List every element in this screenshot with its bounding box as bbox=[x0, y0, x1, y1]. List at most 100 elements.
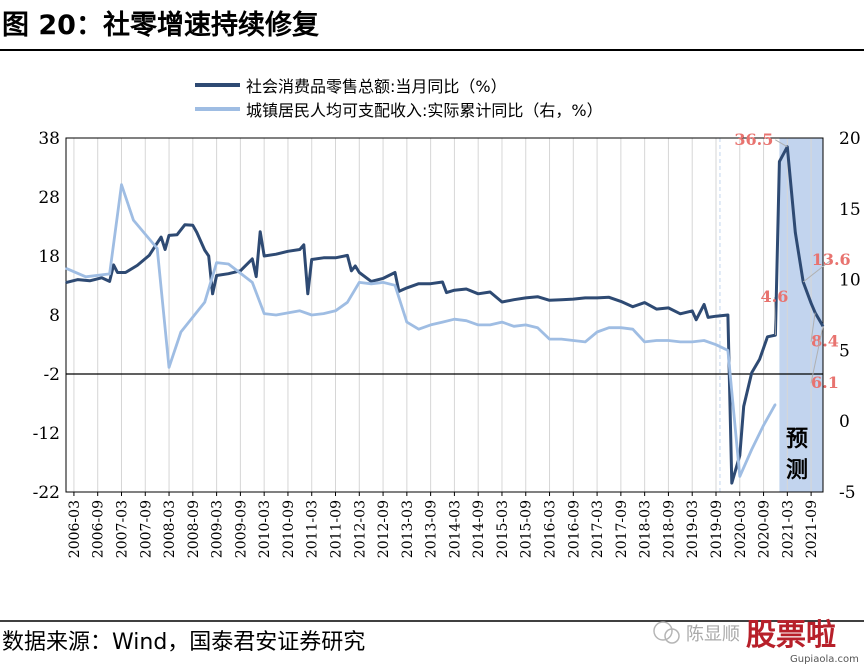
series-income-point bbox=[370, 283, 372, 285]
series-income-point bbox=[322, 312, 325, 315]
annotations: 36.5 13.6 4.6 8.4 6.1 bbox=[734, 130, 850, 392]
annotation-label: 36.5 bbox=[734, 130, 773, 149]
series-retail-point bbox=[691, 310, 694, 312]
series-retail-point bbox=[259, 231, 262, 233]
legend-label-retail: 社会消费品零售总额:当月同比（%） bbox=[246, 77, 507, 96]
series-retail-point bbox=[513, 298, 515, 301]
series-retail-point bbox=[453, 289, 456, 292]
series-retail-point bbox=[176, 233, 178, 236]
right-axis-tick-label: 15 bbox=[839, 200, 861, 220]
x-axis-tick-label: 2020-09 bbox=[757, 500, 773, 558]
left-axis-ticks: 38 28 18 8 -2 -12 -22 bbox=[33, 129, 60, 503]
series-income-point bbox=[655, 339, 658, 342]
series-retail-point bbox=[148, 254, 151, 257]
series-retail-point bbox=[116, 271, 119, 274]
right-axis-tick-label: -5 bbox=[839, 483, 856, 503]
annotation-leader bbox=[810, 312, 816, 342]
right-axis-tick-label: 20 bbox=[839, 129, 861, 149]
annotation-label: 4.6 bbox=[761, 287, 789, 306]
left-axis-tick-label: -2 bbox=[43, 365, 60, 385]
series-income-point bbox=[156, 247, 158, 250]
series-income-point bbox=[667, 339, 670, 342]
series-income-point bbox=[584, 341, 586, 343]
x-axis-tick-label: 2016-03 bbox=[543, 500, 559, 558]
x-axis-tick-label: 2014-03 bbox=[447, 500, 463, 558]
annotation-label: 6.1 bbox=[811, 373, 839, 392]
series-income-point bbox=[703, 339, 705, 342]
series-retail-point bbox=[727, 314, 729, 316]
series-income-point bbox=[477, 324, 479, 326]
x-axis-tick-label: 2014-09 bbox=[471, 500, 487, 558]
series-retail-point bbox=[608, 296, 610, 299]
series-retail-point bbox=[334, 256, 337, 259]
source-note: 数据来源：Wind，国泰君安证券研究 bbox=[2, 630, 365, 655]
watermark-author: 陈显顺 bbox=[686, 624, 740, 645]
legend-label-income: 城镇居民人均可支配收入:实际累计同比（右，%） bbox=[246, 101, 603, 120]
series-income-point bbox=[536, 326, 539, 329]
annotation-label: 13.6 bbox=[812, 250, 851, 269]
series-income-point bbox=[263, 312, 265, 315]
series-income-point bbox=[382, 281, 384, 284]
series-retail-point bbox=[715, 315, 717, 317]
series-retail-point bbox=[160, 236, 162, 238]
left-axis-tick-label: 38 bbox=[38, 129, 60, 149]
series-income-point bbox=[180, 331, 182, 333]
annotation-leader bbox=[810, 326, 824, 384]
watermark-url: Gupiaola.com bbox=[790, 654, 859, 665]
series-retail-point bbox=[524, 297, 527, 299]
series-retail-point bbox=[358, 271, 361, 274]
x-axis-tick-label: 2021-09 bbox=[804, 500, 820, 558]
left-axis-tick-label: -12 bbox=[33, 424, 60, 444]
series-retail-point bbox=[184, 223, 186, 226]
wechat-icon-inner bbox=[664, 628, 680, 644]
series-income-point bbox=[85, 275, 87, 278]
series-income-point bbox=[774, 403, 777, 406]
series-income-point bbox=[441, 321, 444, 323]
series-income-point bbox=[715, 343, 717, 346]
series-retail-point bbox=[631, 305, 634, 308]
x-axis-tick-label: 2011-03 bbox=[305, 500, 321, 558]
series-retail-point bbox=[465, 288, 468, 290]
series-retail-point bbox=[707, 316, 709, 319]
x-axis-tick-label: 2019-03 bbox=[685, 500, 701, 558]
series-income-point bbox=[691, 341, 694, 343]
annotation-leader bbox=[775, 139, 788, 148]
series-retail-point bbox=[536, 295, 539, 298]
series-income-point bbox=[727, 349, 729, 352]
series-income-point bbox=[631, 328, 634, 330]
series-retail-point bbox=[643, 301, 646, 304]
series-retail-point bbox=[667, 307, 670, 309]
series-retail-point bbox=[88, 279, 91, 282]
series-retail-point bbox=[441, 281, 444, 283]
series-income-point bbox=[489, 324, 491, 326]
series-retail-point bbox=[596, 297, 598, 299]
x-axis-tick-label: 2013-03 bbox=[400, 500, 416, 558]
legend: 社会消费品零售总额:当月同比（%） 城镇居民人均可支配收入:实际累计同比（右，%… bbox=[195, 77, 603, 120]
right-axis-tick-label: 5 bbox=[839, 341, 850, 361]
series-retail-point bbox=[227, 272, 230, 275]
series-retail-point bbox=[136, 264, 139, 267]
series-income-point bbox=[394, 284, 396, 287]
x-axis-tick-label: 2016-09 bbox=[566, 500, 582, 558]
series-income-point bbox=[334, 309, 337, 312]
series-retail-point bbox=[560, 298, 563, 301]
x-axis-tick-label: 2010-03 bbox=[257, 500, 273, 558]
annotation-leader bbox=[773, 297, 776, 336]
x-axis-tick-label: 2018-09 bbox=[661, 500, 677, 558]
series-retail-point bbox=[77, 278, 79, 281]
x-axis-tick-label: 2010-09 bbox=[281, 500, 297, 558]
series-income-point bbox=[227, 263, 230, 265]
series-retail-point bbox=[322, 256, 325, 259]
x-axis-tick-label: 2021-03 bbox=[780, 500, 796, 558]
series-retail-point bbox=[108, 280, 111, 283]
series-retail-point bbox=[758, 358, 761, 361]
series-income-point bbox=[762, 424, 765, 427]
x-axis-tick-label: 2009-09 bbox=[233, 500, 249, 558]
series-retail-point bbox=[370, 280, 372, 283]
series-retail-point bbox=[477, 292, 479, 295]
right-axis-tick-label: 10 bbox=[839, 271, 861, 291]
series-retail-point bbox=[489, 291, 491, 293]
series-income-point bbox=[608, 326, 610, 329]
